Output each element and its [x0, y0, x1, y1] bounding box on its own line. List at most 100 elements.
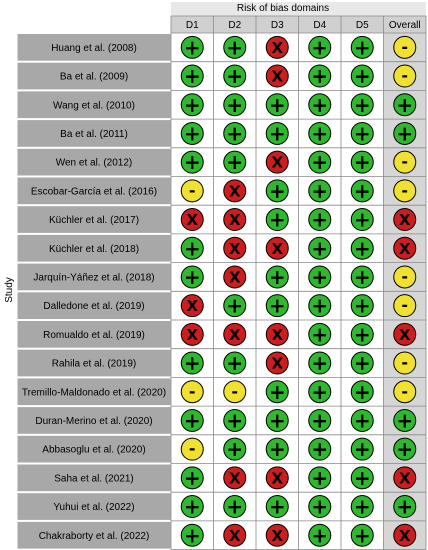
- rating-circle: [350, 437, 374, 461]
- rating-mark-2-d3: X: [265, 64, 289, 88]
- study-row-header: [16, 90, 172, 120]
- rating-mark-10-d3: +: [265, 294, 289, 318]
- rating-mark-5-d1: +: [180, 150, 204, 174]
- rating-symbol: +: [226, 121, 243, 145]
- rating-symbol: -: [401, 37, 408, 56]
- rating-mark-16-d1: +: [180, 466, 204, 490]
- rating-circle: [308, 408, 332, 432]
- rating-symbol: +: [226, 294, 243, 318]
- rating-mark-1-overall: -: [393, 35, 417, 59]
- rating-symbol: +: [311, 294, 328, 318]
- rating-circle: [223, 294, 247, 318]
- rating-mark-17-d2: +: [223, 495, 247, 519]
- rating-mark-3-d1: +: [180, 93, 204, 117]
- rating-circle: [180, 294, 204, 318]
- rating-mark-9-d3: +: [265, 265, 289, 289]
- study-row-header: [16, 262, 172, 292]
- rating-symbol: X: [186, 211, 198, 229]
- rating-symbol: +: [226, 35, 243, 59]
- rating-symbol: X: [229, 211, 241, 229]
- rating-symbol: +: [269, 495, 286, 519]
- rating-mark-6-d2: X: [223, 179, 247, 203]
- rating-mark-1-d2: +: [223, 35, 247, 59]
- rating-mark-17-d3: +: [265, 495, 289, 519]
- rating-symbol: +: [354, 121, 371, 145]
- rating-mark-11-d1: X: [180, 322, 204, 346]
- rating-circle: [265, 208, 289, 232]
- rating-mark-8-d3: X: [265, 236, 289, 260]
- rating-symbol: +: [269, 179, 286, 203]
- rating-circle: [350, 495, 374, 519]
- rating-mark-12-overall: -: [393, 351, 417, 375]
- rating-symbol: +: [354, 179, 371, 203]
- rating-circle: [223, 236, 247, 260]
- rating-circle: [308, 208, 332, 232]
- rating-symbol: -: [401, 181, 408, 200]
- rating-circle: [393, 437, 417, 461]
- rating-circle: [350, 208, 374, 232]
- rating-mark-11-d4: +: [308, 322, 332, 346]
- rating-symbol: +: [311, 121, 328, 145]
- rating-marks: + + X + + -+ + X + + -+ + + + + ++ + + + + ++ + X + + -- X + + + -X X + +…: [180, 35, 417, 547]
- rating-mark-15-d1: -: [180, 437, 204, 461]
- rating-mark-8-d2: X: [223, 236, 247, 260]
- rating-mark-2-d1: +: [180, 64, 204, 88]
- rating-mark-2-d2: +: [223, 64, 247, 88]
- rating-symbol: +: [184, 64, 201, 88]
- rating-symbol: -: [401, 353, 408, 372]
- rating-mark-3-overall: +: [393, 93, 417, 117]
- rating-mark-17-d4: +: [308, 495, 332, 519]
- study-label-abbasoglu-et-al-2020: Abbasoglu et al. (2020): [42, 445, 145, 456]
- rating-symbol: -: [401, 382, 408, 401]
- rating-circle: [180, 64, 204, 88]
- rating-mark-16-d2: X: [223, 466, 247, 490]
- rating-symbol: +: [311, 208, 328, 232]
- rating-circle: [350, 236, 374, 260]
- column-header-d3: D3: [271, 20, 284, 31]
- rating-mark-7-overall: X: [393, 208, 417, 232]
- rating-circle: [350, 179, 374, 203]
- rating-circle: [350, 150, 374, 174]
- rating-symbol: +: [226, 64, 243, 88]
- rating-mark-6-d5: +: [350, 179, 374, 203]
- rating-mark-12-d4: +: [308, 351, 332, 375]
- rating-symbol: -: [401, 66, 408, 85]
- rating-circle: [180, 322, 204, 346]
- rating-mark-7-d3: +: [265, 208, 289, 232]
- rating-symbol: +: [184, 351, 201, 375]
- rating-mark-4-overall: +: [393, 121, 417, 145]
- rating-symbol: +: [311, 150, 328, 174]
- rating-circle: [265, 35, 289, 59]
- rating-circle: [180, 121, 204, 145]
- rating-circle: [180, 236, 204, 260]
- rating-mark-17-d5: +: [350, 495, 374, 519]
- rating-symbol: +: [311, 466, 328, 490]
- study-label-wen-et-al-2012: Wen et al. (2012): [56, 158, 133, 169]
- rating-symbol: +: [311, 380, 328, 404]
- rating-symbol: X: [399, 469, 411, 487]
- rating-circle: [393, 322, 417, 346]
- rating-mark-18-d4: +: [308, 523, 332, 547]
- rating-mark-4-d1: +: [180, 121, 204, 145]
- rating-circle: [223, 466, 247, 490]
- rating-symbol: +: [311, 437, 328, 461]
- rating-mark-14-d3: +: [265, 408, 289, 432]
- rating-circle: [180, 93, 204, 117]
- rating-symbol: X: [271, 39, 283, 57]
- rating-symbol: +: [311, 523, 328, 547]
- rating-circle: [180, 35, 204, 59]
- rating-circle: [393, 93, 417, 117]
- rating-symbol: +: [396, 121, 413, 145]
- rating-circle: [308, 322, 332, 346]
- rating-circle: [393, 495, 417, 519]
- study-row-header: [16, 205, 172, 234]
- study-label-chakraborty-et-al-2022: Chakraborty et al. (2022): [39, 531, 150, 542]
- rating-circle: [393, 380, 417, 404]
- rating-circle: [265, 322, 289, 346]
- column-header-d1: D1: [186, 20, 199, 31]
- rating-circle: [180, 265, 204, 289]
- rating-symbol: +: [354, 466, 371, 490]
- column-header-d2: D2: [228, 20, 241, 31]
- rating-circle: [265, 351, 289, 375]
